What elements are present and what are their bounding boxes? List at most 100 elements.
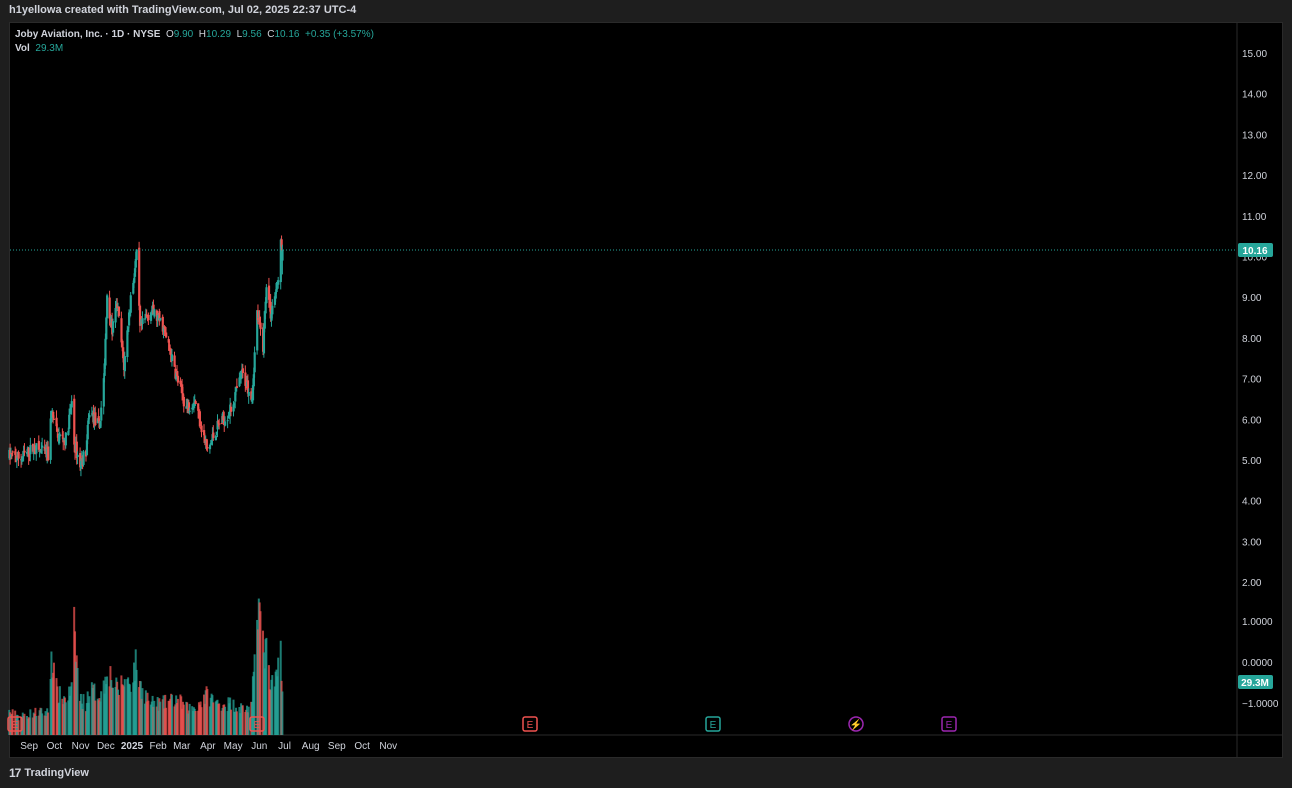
candle-body <box>68 414 71 429</box>
candle-body <box>106 295 109 319</box>
candle-body <box>194 401 197 405</box>
time-axis-tick: Nov <box>72 741 90 752</box>
volume-bar <box>11 709 14 735</box>
candle-body <box>240 378 243 380</box>
candle-body <box>235 387 238 392</box>
candle-body <box>87 418 90 425</box>
volume-bar <box>123 679 126 735</box>
price-axis-tick: 15.00 <box>1242 49 1267 60</box>
earnings-marker-icon[interactable]: E <box>705 716 721 732</box>
volume-bar <box>182 704 185 735</box>
marker-shape <box>7 716 23 732</box>
candle-body <box>156 315 159 321</box>
candle-body <box>274 292 277 299</box>
volume-bar <box>117 694 120 735</box>
candle-body <box>76 454 79 458</box>
candle-body <box>20 458 24 462</box>
candle-body <box>258 316 261 325</box>
candle-body <box>226 420 229 422</box>
volume-bar <box>52 662 55 735</box>
candle-body <box>168 344 171 351</box>
volume-bar <box>111 687 114 735</box>
candle-body <box>58 434 62 437</box>
volume-bar <box>241 705 244 735</box>
candle-body <box>43 446 46 451</box>
volume-axis-tick: −1.0000 <box>1242 699 1279 710</box>
candle-body <box>145 314 148 317</box>
candle-body <box>179 380 182 384</box>
volume-bar <box>247 706 250 735</box>
volume-bar <box>70 682 73 735</box>
volume-bar <box>17 720 20 735</box>
marker-glyph: ⚡ <box>850 718 862 731</box>
candle-body <box>273 296 277 305</box>
last-volume-label: 29.3M <box>1241 678 1269 689</box>
candle-body <box>52 418 56 420</box>
candle-body <box>153 309 156 317</box>
candle-body <box>203 430 206 436</box>
candle-body <box>61 434 64 436</box>
candle-body <box>216 420 219 430</box>
candle-body <box>197 403 200 411</box>
earnings-marker-icon[interactable]: E <box>941 716 957 732</box>
candle-body <box>37 440 40 450</box>
volume-bar <box>82 694 85 735</box>
candle-body <box>159 318 162 321</box>
candle-body <box>108 297 111 319</box>
volume-bar <box>135 669 138 735</box>
candle-body <box>68 409 72 413</box>
candle-body <box>176 372 179 377</box>
candle-body <box>41 445 44 448</box>
candle-body <box>15 455 18 460</box>
earnings-marker-icon[interactable]: E <box>7 716 23 732</box>
candle-body <box>35 443 38 454</box>
symbol-title[interactable]: Joby Aviation, Inc. · 1D · NYSE <box>15 29 161 40</box>
event-lightning-icon[interactable]: ⚡ <box>848 716 864 732</box>
candle-body <box>279 239 282 283</box>
candle-body <box>206 446 209 449</box>
time-axis-tick: Dec <box>97 741 115 752</box>
candle-body <box>241 368 244 373</box>
volume-bar <box>188 703 191 735</box>
candle-body <box>103 363 106 376</box>
candle-body <box>265 287 268 304</box>
candle-body <box>162 326 165 331</box>
earnings-marker-icon[interactable]: E <box>249 716 265 732</box>
candle-body <box>9 449 12 459</box>
candle-body <box>70 401 73 408</box>
candle-body <box>64 432 67 446</box>
volume-label[interactable]: Vol <box>15 43 30 54</box>
candle-body <box>238 377 241 387</box>
volume-bar <box>106 676 109 735</box>
candle-body <box>67 430 70 436</box>
candle-body <box>277 280 280 285</box>
candle-body <box>135 249 138 260</box>
volume-axis-tick: 1.0000 <box>1242 617 1273 628</box>
candle-body <box>247 392 250 396</box>
chart-pane[interactable] <box>9 22 1283 758</box>
price-axis-tick: 14.00 <box>1242 90 1267 101</box>
marker-shape <box>848 716 864 732</box>
candle-body <box>144 316 148 318</box>
volume-bar <box>94 700 97 735</box>
price-axis-tick: 8.00 <box>1242 334 1262 345</box>
candle-body <box>200 425 203 433</box>
time-axis-tick: Nov <box>379 741 397 752</box>
volume-bar <box>259 611 262 735</box>
earnings-marker-icon[interactable]: E <box>522 716 538 732</box>
price-axis-tick: 13.00 <box>1242 130 1267 141</box>
candle-body <box>270 313 273 321</box>
candle-body <box>122 347 125 359</box>
candle-body <box>56 428 59 432</box>
candle-body <box>104 338 107 366</box>
candle-body <box>99 421 102 428</box>
volume-bar <box>23 713 26 735</box>
candle-body <box>185 406 188 409</box>
candle-body <box>167 338 170 343</box>
price-axis-tick: 10.00 <box>1242 253 1267 264</box>
candle-body <box>267 285 271 300</box>
tradingview-brand[interactable]: 17 TradingView <box>9 766 89 780</box>
volume-bar <box>253 654 256 735</box>
candle-body <box>180 382 183 386</box>
